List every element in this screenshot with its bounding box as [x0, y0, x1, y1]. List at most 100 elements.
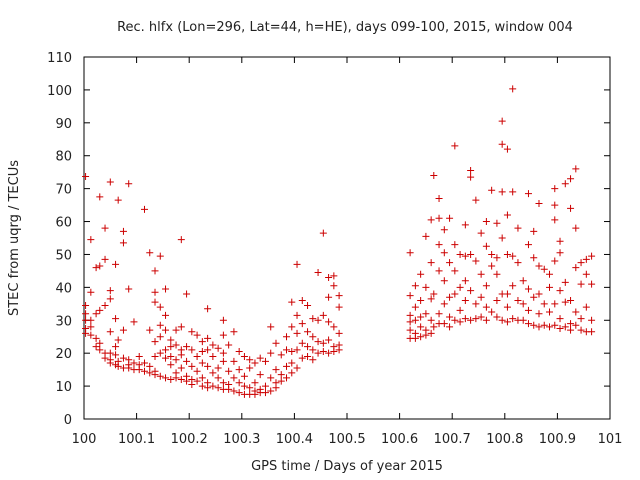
data-point	[411, 303, 419, 311]
data-point	[493, 313, 501, 321]
data-point	[183, 357, 191, 365]
data-point	[319, 311, 327, 319]
data-point	[235, 379, 243, 387]
data-point	[488, 186, 496, 194]
data-point	[272, 366, 280, 374]
y-tick-label: 0	[64, 413, 72, 428]
data-point	[293, 311, 301, 319]
data-point	[503, 303, 511, 311]
data-point	[556, 237, 564, 245]
data-point	[482, 242, 490, 250]
data-point	[261, 357, 269, 365]
data-point	[167, 361, 175, 369]
data-point	[283, 333, 291, 341]
data-point	[112, 260, 120, 268]
data-point	[251, 379, 259, 387]
data-point	[177, 323, 185, 331]
x-tick-label: 100.5	[328, 432, 365, 447]
data-point	[546, 283, 554, 291]
data-point	[246, 364, 254, 372]
data-point	[87, 288, 95, 296]
data-point	[588, 328, 596, 336]
data-point	[477, 270, 485, 278]
data-point	[298, 339, 306, 347]
data-point	[283, 362, 291, 370]
data-point	[172, 326, 180, 334]
data-point	[82, 172, 90, 180]
data-point	[335, 292, 343, 300]
data-point	[551, 201, 559, 209]
data-point	[96, 346, 104, 354]
data-point	[283, 374, 291, 382]
data-point	[440, 300, 448, 308]
data-point	[214, 384, 222, 392]
data-point	[240, 382, 248, 390]
data-point	[314, 269, 322, 277]
data-point	[156, 252, 164, 260]
data-point	[422, 232, 430, 240]
data-point	[519, 316, 527, 324]
data-point	[183, 377, 191, 385]
x-tick-label: 100	[72, 432, 97, 447]
data-point	[519, 277, 527, 285]
data-point	[488, 262, 496, 270]
data-point	[456, 318, 464, 326]
y-tick-label: 20	[55, 347, 72, 362]
data-point	[277, 371, 285, 379]
data-point	[106, 349, 114, 357]
data-point	[325, 293, 333, 301]
data-point	[330, 323, 338, 331]
data-point	[293, 329, 301, 337]
data-point	[556, 325, 564, 332]
data-point	[430, 323, 438, 331]
data-point	[151, 288, 159, 296]
data-point	[456, 306, 464, 314]
data-point	[446, 323, 454, 331]
data-point	[582, 255, 590, 263]
data-point	[177, 376, 185, 384]
data-point	[209, 382, 217, 390]
y-tick-label: 100	[47, 84, 72, 99]
data-point	[246, 384, 254, 392]
data-point	[451, 142, 459, 150]
data-point	[156, 372, 164, 380]
data-point	[114, 196, 122, 204]
data-point	[87, 331, 95, 339]
data-point	[256, 354, 264, 362]
data-point	[577, 259, 585, 267]
data-point	[209, 369, 217, 377]
data-point	[406, 311, 414, 319]
data-point	[225, 367, 233, 375]
data-point	[524, 320, 532, 328]
data-point	[493, 254, 501, 262]
data-point	[451, 290, 459, 298]
data-point	[503, 250, 511, 258]
data-point	[167, 343, 175, 351]
data-point	[309, 333, 317, 341]
data-point	[272, 384, 280, 392]
data-point	[172, 356, 180, 364]
data-point	[406, 292, 414, 300]
data-point	[472, 315, 480, 323]
data-point	[119, 227, 127, 235]
data-point	[112, 315, 120, 323]
data-point	[193, 367, 201, 375]
data-point	[427, 216, 435, 224]
data-point	[535, 310, 543, 318]
data-point	[493, 270, 501, 278]
data-point	[167, 376, 175, 384]
data-point	[177, 351, 185, 359]
data-point	[561, 323, 569, 331]
data-point	[477, 313, 485, 321]
data-point	[225, 385, 233, 393]
data-point	[472, 300, 480, 308]
data-point	[482, 218, 490, 226]
data-point	[209, 352, 217, 360]
data-point	[162, 374, 170, 382]
data-point	[204, 362, 212, 370]
data-point	[440, 277, 448, 285]
data-point	[319, 348, 327, 356]
data-point	[435, 214, 443, 222]
data-point	[272, 339, 280, 347]
data-point	[524, 306, 532, 314]
